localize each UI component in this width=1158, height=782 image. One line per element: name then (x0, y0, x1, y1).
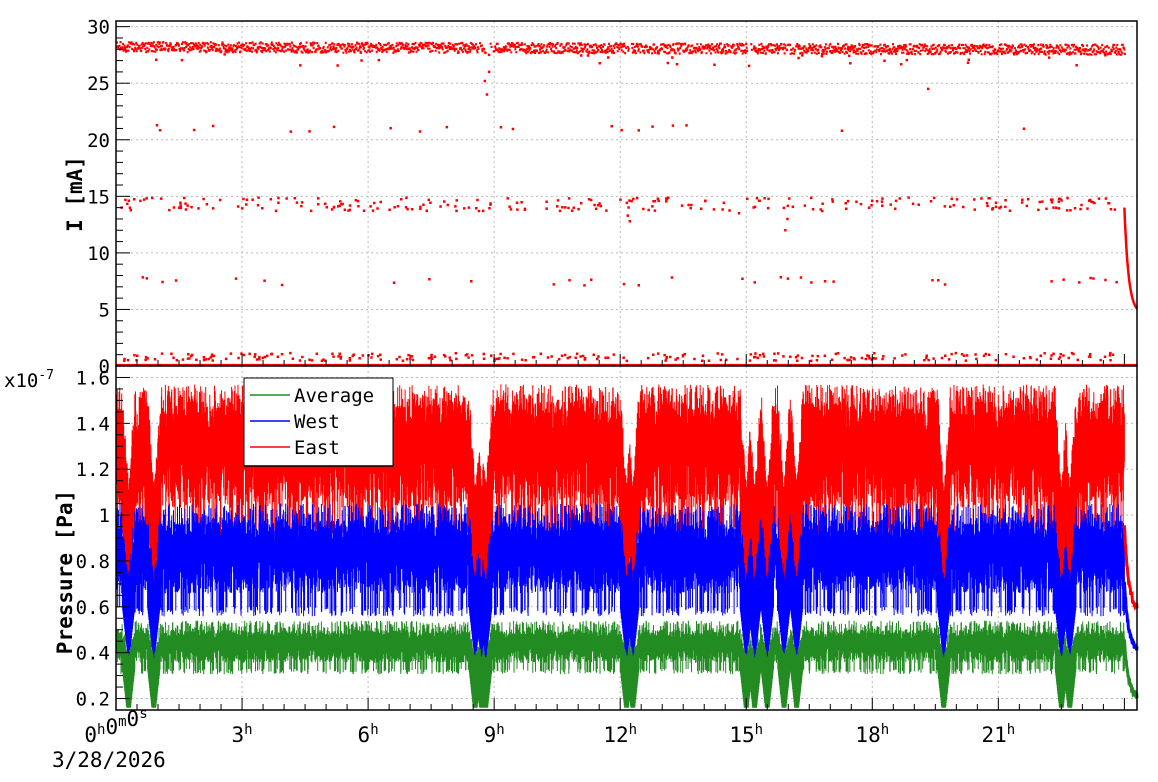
legend-entry-average: Average (250, 385, 374, 407)
y-tick-label: 1 (99, 505, 110, 527)
x-tick-label: 21h (981, 722, 1015, 747)
y-tick-label: 30 (87, 17, 110, 39)
y-tick-label: 0 (99, 356, 110, 378)
pressure-y-label: Pressure [Pa] (53, 490, 77, 654)
current-data (116, 41, 1139, 367)
x-tick-label: 3h (232, 722, 253, 747)
current-y-label: I [mA] (63, 156, 87, 232)
y-tick-label: 1.4 (76, 413, 110, 435)
y-tick-label: 1.2 (76, 459, 110, 481)
east-end-decay (1122, 525, 1139, 612)
x-tick-label: 15h (729, 722, 763, 747)
x-tick-label: 0h0m0s (84, 706, 147, 747)
pressure-panel: 0.2 0.4 0.6 0.8 1 1.2 1.4 1.6 Pressure [Pa] x10… (4, 365, 1139, 711)
y-tick-label: 10 (87, 243, 110, 265)
west-end-decay (1122, 581, 1139, 651)
current-panel: 0 5 10 15 20 25 30 I [mA] (63, 17, 1139, 378)
legend-box (243, 377, 394, 467)
y-tick-label: 1.6 (76, 367, 110, 389)
x-tick-label: 18h (855, 722, 889, 747)
legend: Average West East (243, 377, 394, 467)
y-tick-label: 0.8 (76, 551, 110, 573)
y-tick-label: 20 (87, 130, 110, 152)
y-tick-label: 5 (99, 299, 110, 321)
pressure-x-ticks (115, 698, 1125, 710)
current-scatter-level (155, 123, 1026, 133)
legend-entry-west: West (250, 411, 340, 433)
y-tick-label: 25 (87, 73, 110, 95)
current-decay (1123, 207, 1139, 310)
legend-entry-east: East (250, 437, 340, 459)
x-axis-date: 3/28/2026 (52, 748, 166, 772)
current-plot-frame (116, 21, 1137, 366)
current-scatter-level (141, 276, 1118, 287)
y-tick-label: 0.4 (76, 643, 110, 665)
legend-label-east: East (294, 437, 340, 459)
current-scatter-level (155, 47, 1107, 68)
current-scatter-level (123, 351, 1115, 363)
pressure-y-exponent: x10-7 (4, 368, 54, 392)
x-axis-labels: 0h0m0s 3h 6h 9h 12h 15h 18h 21h (84, 706, 1015, 747)
average-end-decay (1122, 639, 1139, 699)
legend-label-average: Average (294, 385, 374, 407)
x-tick-label: 12h (603, 722, 637, 747)
y-tick-label: 15 (87, 186, 110, 208)
pressure-y-axis: 0.2 0.4 0.6 0.8 1 1.2 1.4 1.6 (76, 367, 130, 711)
current-grid (116, 21, 1137, 366)
current-y-axis: 0 5 10 15 20 25 30 (87, 17, 130, 378)
legend-label-west: West (294, 411, 340, 433)
y-tick-label: 0.6 (76, 597, 110, 619)
x-tick-label: 9h (484, 722, 505, 747)
current-scatter-level (120, 196, 1117, 213)
y-tick-label: 0.2 (76, 689, 110, 711)
pressure-data (115, 384, 1139, 708)
current-x-ticks (115, 354, 1125, 366)
current-dips (483, 70, 930, 232)
current-main-band (116, 41, 1126, 56)
x-tick-label: 6h (358, 722, 379, 747)
